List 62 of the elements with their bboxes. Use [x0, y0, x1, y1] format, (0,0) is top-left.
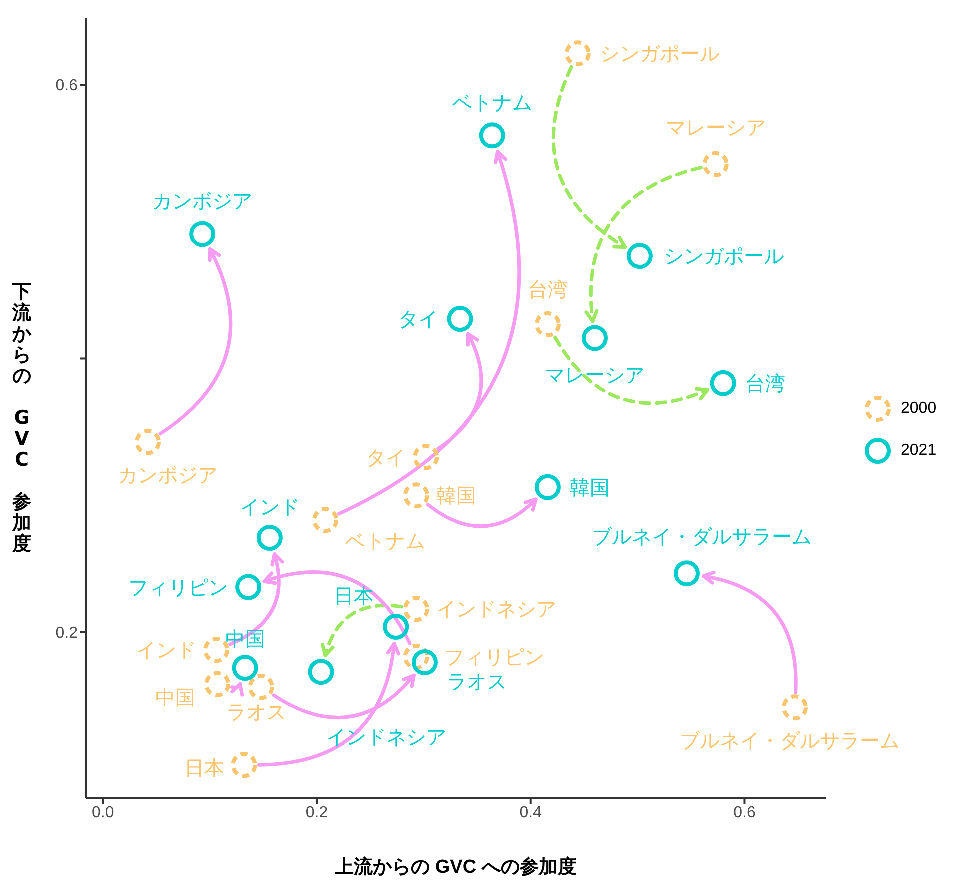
- annotation: 中国: [225, 627, 266, 651]
- point: [702, 151, 729, 178]
- point: [626, 243, 653, 270]
- annotation: 日本: [184, 756, 224, 780]
- point: [564, 40, 591, 67]
- point: [782, 694, 808, 721]
- x-tick-label: 0.2: [306, 804, 328, 822]
- x-tick-label: 0.0: [92, 804, 114, 822]
- legend-label: 2000: [901, 400, 937, 418]
- point: [674, 560, 700, 587]
- legend-label: 2021: [901, 442, 937, 460]
- annotation: タイ: [366, 445, 406, 470]
- annotation: フィリピン: [444, 645, 544, 670]
- annotation: 韓国: [436, 484, 476, 508]
- annotation: ベトナム: [346, 529, 426, 554]
- point: [231, 752, 258, 778]
- annotation: 日本: [334, 584, 374, 608]
- point: [256, 525, 283, 551]
- annotation: 中国: [156, 685, 196, 710]
- annotation: シンガポール: [600, 42, 720, 66]
- point: [479, 122, 506, 149]
- annotation: タイ: [398, 307, 438, 332]
- point: [403, 596, 430, 622]
- point: [135, 429, 162, 456]
- annotation: マレーシア: [545, 363, 646, 388]
- point: [412, 650, 438, 676]
- annotation: インド: [240, 495, 300, 519]
- point: [534, 312, 561, 338]
- annotation: 台湾: [528, 278, 568, 302]
- point: [413, 444, 440, 470]
- x-tick-label: 0.6: [734, 804, 756, 822]
- annotation: ブルネイ・ダルサラーム: [592, 524, 812, 549]
- point: [534, 474, 561, 500]
- point: [447, 306, 474, 332]
- annotation: カンボジア: [152, 189, 253, 214]
- x-axis-title: 上流からの GVC への参加度: [334, 856, 577, 878]
- point: [383, 614, 410, 640]
- annotation: ベトナム: [452, 90, 532, 115]
- point: [190, 221, 216, 248]
- annotation: インド: [136, 638, 196, 662]
- annotation: カンボジア: [118, 463, 218, 488]
- annotation: 韓国: [570, 475, 610, 500]
- point: [312, 507, 339, 534]
- point: [204, 671, 231, 698]
- point: [308, 659, 334, 686]
- annotation: インドネシア: [326, 725, 446, 750]
- text: 下流からの GVC 参加度: [12, 281, 32, 555]
- annotation: マレーシア: [666, 115, 766, 140]
- annotation: フィリピン: [128, 575, 229, 600]
- annotation: ラオス: [446, 670, 507, 694]
- point: [403, 644, 430, 670]
- point: [248, 674, 274, 700]
- point: [582, 325, 608, 352]
- annotation: ラオス: [226, 700, 286, 724]
- annotation: ブルネイ・ダルサラーム: [680, 728, 900, 753]
- x-tick-label: 0.4: [520, 804, 542, 822]
- annotation: シンガポール: [664, 244, 784, 268]
- point: [403, 482, 430, 509]
- annotation: インドネシア: [436, 597, 556, 622]
- point: [710, 370, 736, 396]
- point: [232, 655, 258, 681]
- annotation: 台湾: [745, 371, 786, 396]
